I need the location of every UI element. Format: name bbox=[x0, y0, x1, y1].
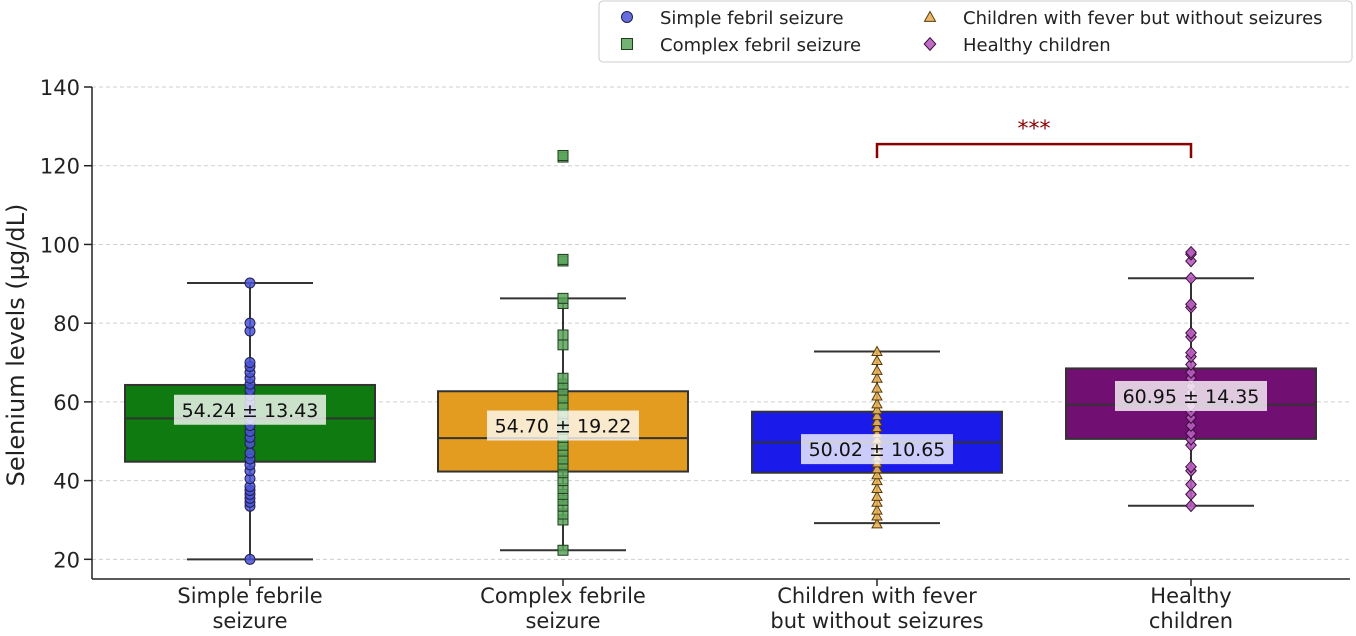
data-point bbox=[557, 329, 569, 341]
data-point bbox=[1185, 271, 1197, 285]
annotation-labels: 54.24 ± 13.43 54.70 ± 19.22 50.02 ± 10.65 6… bbox=[174, 380, 1267, 465]
data-point bbox=[871, 389, 883, 401]
data-point bbox=[871, 517, 883, 529]
y-tick-label: 60 bbox=[53, 391, 80, 415]
data-point bbox=[557, 149, 569, 161]
legend-label: Children with fever but without seizures bbox=[963, 8, 1323, 29]
data-point bbox=[1185, 460, 1197, 474]
data-point bbox=[1185, 326, 1197, 340]
data-point bbox=[871, 345, 883, 356]
data-point bbox=[1185, 346, 1197, 360]
data-point bbox=[1185, 297, 1197, 311]
significance-bracket: *** bbox=[875, 117, 1193, 159]
data-point bbox=[557, 253, 569, 265]
data-point bbox=[871, 468, 883, 480]
data-point bbox=[871, 490, 883, 501]
y-tick-label: 40 bbox=[53, 470, 80, 494]
annotation-label: 50.02 ± 10.65 bbox=[809, 439, 946, 461]
data-point bbox=[871, 496, 883, 507]
data-point bbox=[1185, 365, 1197, 379]
data-point bbox=[871, 364, 883, 375]
legend-marker bbox=[621, 11, 633, 23]
y-axis-label: Selenium levels (µg/dL) bbox=[2, 204, 30, 487]
data-point bbox=[871, 372, 883, 383]
y-tick-label: 140 bbox=[40, 76, 80, 100]
significance-label: *** bbox=[1018, 117, 1051, 142]
data-point bbox=[1185, 419, 1197, 432]
annotation-box bbox=[174, 394, 326, 425]
legend-label: Simple febril seizure bbox=[660, 8, 844, 29]
data-point bbox=[871, 462, 883, 474]
data-point bbox=[244, 317, 256, 329]
x-tick-label: but without seizures bbox=[770, 609, 983, 633]
data-point bbox=[871, 421, 883, 432]
y-tick-label: 120 bbox=[40, 155, 80, 179]
annotation-label: 54.70 ± 19.22 bbox=[495, 415, 632, 437]
y-tick-label: 80 bbox=[53, 312, 80, 336]
data-point bbox=[1185, 357, 1197, 371]
data-points bbox=[244, 149, 1197, 565]
legend-label: Complex febril seizure bbox=[660, 35, 861, 56]
data-point bbox=[871, 409, 883, 421]
y-tick-label: 20 bbox=[53, 548, 80, 572]
data-point bbox=[1185, 254, 1197, 268]
legend-marker bbox=[621, 38, 633, 50]
data-point bbox=[871, 415, 883, 427]
x-tick-label: Simple febrile bbox=[177, 584, 322, 608]
significance-line bbox=[875, 142, 1193, 159]
x-tick-label: Healthy bbox=[1150, 584, 1231, 608]
data-point bbox=[1185, 499, 1197, 513]
data-point bbox=[244, 277, 256, 289]
annotation-box bbox=[801, 434, 953, 465]
data-point bbox=[871, 509, 883, 521]
legend-label: Healthy children bbox=[963, 35, 1111, 56]
x-tick-label: Complex febrile bbox=[480, 584, 646, 608]
legend-frame bbox=[598, 0, 1353, 63]
data-point bbox=[871, 382, 883, 393]
data-point bbox=[244, 357, 256, 369]
x-tick-label: seizure bbox=[212, 609, 287, 633]
legend-marker bbox=[923, 10, 937, 22]
data-point bbox=[871, 504, 883, 515]
x-tick-label: children bbox=[1149, 609, 1233, 633]
data-point bbox=[244, 447, 256, 459]
axes: 20 40 60 80 100 120 140 Selenium levels (µg/dL)… bbox=[2, 76, 1350, 633]
x-tick-label: Children with fever bbox=[777, 584, 977, 608]
legend-marker bbox=[923, 36, 937, 52]
legend: Simple febril seizure Complex febril seiz… bbox=[598, 0, 1353, 63]
annotation-label: 54.24 ± 13.43 bbox=[182, 400, 319, 422]
data-point bbox=[871, 403, 883, 415]
x-tick-label: seizure bbox=[525, 609, 600, 633]
data-point bbox=[557, 372, 569, 384]
data-point bbox=[871, 474, 883, 486]
data-point bbox=[1185, 426, 1197, 440]
data-point bbox=[557, 544, 569, 556]
data-point bbox=[1185, 245, 1197, 259]
data-point bbox=[557, 292, 569, 304]
data-point bbox=[244, 553, 256, 565]
y-tick-label: 100 bbox=[40, 233, 80, 257]
data-point bbox=[871, 482, 883, 493]
data-point bbox=[871, 397, 883, 409]
data-point bbox=[557, 339, 569, 351]
annotation-box bbox=[487, 410, 639, 441]
data-point bbox=[1185, 478, 1197, 492]
annotation-label: 60.95 ± 14.35 bbox=[1123, 386, 1260, 408]
annotation-box bbox=[1115, 380, 1267, 411]
data-point bbox=[1185, 487, 1197, 501]
data-point bbox=[871, 354, 883, 366]
